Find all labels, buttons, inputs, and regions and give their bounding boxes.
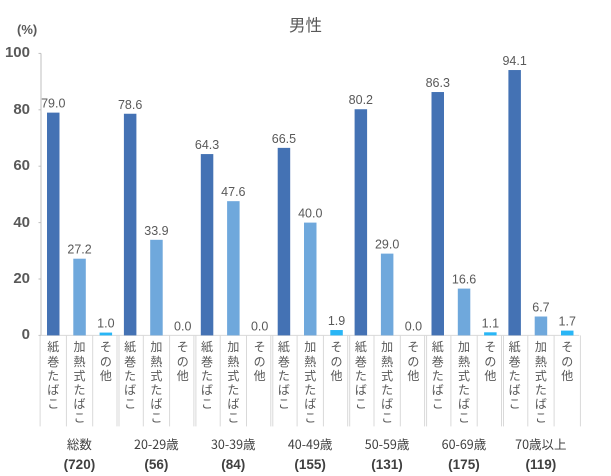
svg-text:27.2: 27.2 xyxy=(67,243,91,257)
svg-text:16.6: 16.6 xyxy=(452,273,476,287)
svg-text:29.0: 29.0 xyxy=(375,238,399,252)
svg-text:1.0: 1.0 xyxy=(97,317,114,331)
svg-text:0.0: 0.0 xyxy=(174,319,191,333)
svg-text:0.0: 0.0 xyxy=(405,319,422,333)
svg-text:1.7: 1.7 xyxy=(559,315,576,329)
svg-text:47.6: 47.6 xyxy=(221,185,245,199)
svg-text:1.9: 1.9 xyxy=(328,314,345,328)
svg-text:6.7: 6.7 xyxy=(532,301,549,315)
svg-text:64.3: 64.3 xyxy=(195,138,219,152)
svg-text:78.6: 78.6 xyxy=(118,98,142,112)
svg-text:0.0: 0.0 xyxy=(251,319,268,333)
svg-text:33.9: 33.9 xyxy=(144,224,168,238)
svg-text:79.0: 79.0 xyxy=(41,97,65,111)
svg-text:94.1: 94.1 xyxy=(502,54,526,68)
svg-text:86.3: 86.3 xyxy=(426,76,450,90)
svg-text:80.2: 80.2 xyxy=(349,93,373,107)
svg-text:66.5: 66.5 xyxy=(272,132,296,146)
svg-text:40.0: 40.0 xyxy=(298,207,322,221)
svg-text:1.1: 1.1 xyxy=(482,316,499,330)
